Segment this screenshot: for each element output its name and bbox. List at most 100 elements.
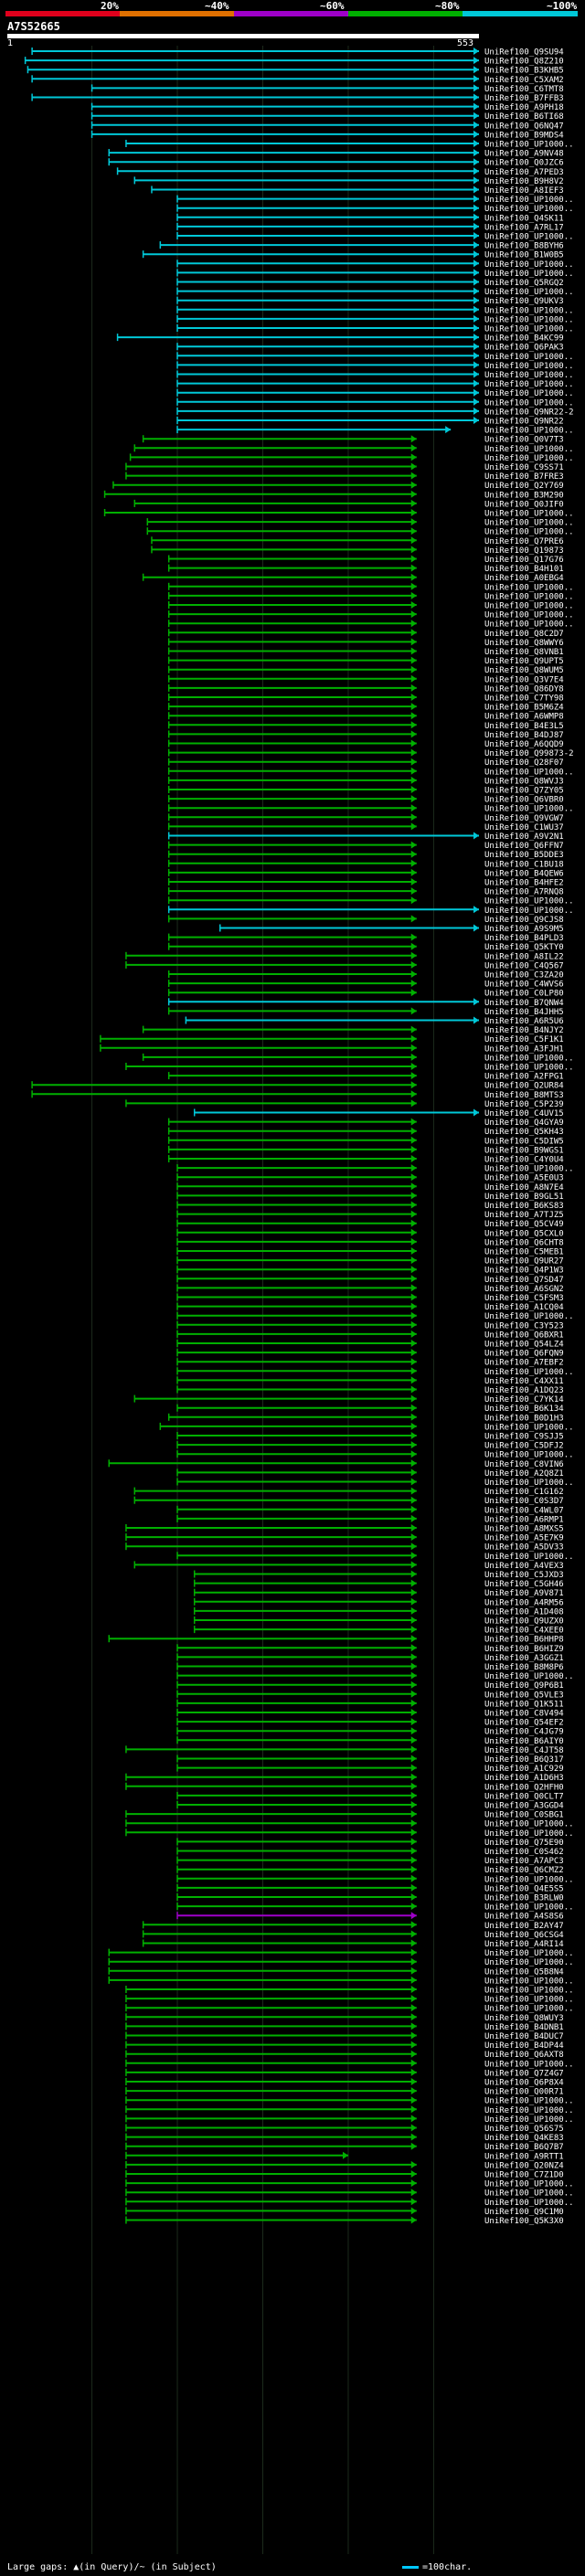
hit-label[interactable]: UniRef100_Q6FQN9 xyxy=(484,1350,564,1359)
hit-row[interactable]: UniRef100_UP1000.. xyxy=(125,2179,574,2189)
hit-row[interactable]: UniRef100_A7RL17 xyxy=(176,222,564,233)
hit-label[interactable]: UniRef100_Q99873-2 xyxy=(484,749,574,758)
hit-label[interactable]: UniRef100_UP1000.. xyxy=(484,1958,574,1967)
hit-row[interactable]: UniRef100_A4RI14 xyxy=(142,1939,564,1950)
hit-row[interactable]: UniRef100_C5GH46 xyxy=(193,1579,564,1590)
hit-label[interactable]: UniRef100_UP1000.. xyxy=(484,897,574,906)
hit-label[interactable]: UniRef100_C5XAM2 xyxy=(484,76,564,85)
hit-label[interactable]: UniRef100_Q8WUY3 xyxy=(484,2014,564,2023)
hit-label[interactable]: UniRef100_B4JHH5 xyxy=(484,1008,564,1017)
hit-label[interactable]: UniRef100_A1CQ04 xyxy=(484,1303,564,1312)
hit-label[interactable]: UniRef100_C5DFJ2 xyxy=(484,1442,564,1451)
hit-label[interactable]: UniRef100_Q00R71 xyxy=(484,2088,564,2097)
hit-row[interactable]: UniRef100_Q3V7E4 xyxy=(167,674,564,685)
hit-label[interactable]: UniRef100_UP1000.. xyxy=(484,528,574,537)
hit-label[interactable]: UniRef100_Q54LZ4 xyxy=(484,1341,564,1350)
hit-label[interactable]: UniRef100_A8IL22 xyxy=(484,952,564,961)
hit-label[interactable]: UniRef100_B6KS83 xyxy=(484,1202,564,1211)
hit-row[interactable]: UniRef100_C0SBG1 xyxy=(125,1810,564,1820)
hit-label[interactable]: UniRef100_UP1000.. xyxy=(484,906,574,916)
hit-label[interactable]: UniRef100_Q7Z4G7 xyxy=(484,2069,564,2078)
hit-label[interactable]: UniRef100_C4Y0U4 xyxy=(484,1156,564,1165)
hit-row[interactable]: UniRef100_B4NJY2 xyxy=(142,1025,564,1036)
hit-label[interactable]: UniRef100_UP1000.. xyxy=(484,2180,574,2189)
hit-row[interactable]: UniRef100_UP1000.. xyxy=(176,352,574,362)
hit-row[interactable]: UniRef100_Q7Z4G7 xyxy=(125,2068,564,2079)
hit-label[interactable]: UniRef100_C1G162 xyxy=(484,1488,564,1497)
hit-label[interactable]: UniRef100_Q5CXL0 xyxy=(484,1229,564,1238)
hit-row[interactable]: UniRef100_Q7PRE6 xyxy=(151,536,564,546)
hit-label[interactable]: UniRef100_Q3V7E4 xyxy=(484,675,564,684)
hit-label[interactable]: UniRef100_Q1K511 xyxy=(484,1700,564,1709)
hit-label[interactable]: UniRef100_B9GL51 xyxy=(484,1193,564,1202)
hit-label[interactable]: UniRef100_UP1000.. xyxy=(484,389,574,398)
hit-row[interactable]: UniRef100_A8N7E4 xyxy=(176,1182,564,1193)
hit-label[interactable]: UniRef100_C0S3D7 xyxy=(484,1497,564,1506)
hit-label[interactable]: UniRef100_C5P239 xyxy=(484,1100,564,1109)
hit-label[interactable]: UniRef100_A2Q8Z1 xyxy=(484,1469,564,1479)
hit-label[interactable]: UniRef100_Q6NQ47 xyxy=(484,122,564,131)
hit-label[interactable]: UniRef100_C4WVS6 xyxy=(484,981,564,990)
hit-label[interactable]: UniRef100_Q75E90 xyxy=(484,1839,564,1848)
hit-row[interactable]: UniRef100_C4XEE0 xyxy=(193,1626,564,1636)
hit-row[interactable]: UniRef100_C9SJJ5 xyxy=(176,1432,564,1442)
hit-row[interactable]: UniRef100_Q6CHT8 xyxy=(176,1237,564,1248)
hit-row[interactable]: UniRef100_UP1000.. xyxy=(176,1552,574,1562)
hit-label[interactable]: UniRef100_Q0CLT7 xyxy=(484,1792,564,1801)
hit-label[interactable]: UniRef100_Q9NR22-2 xyxy=(484,408,574,417)
hit-label[interactable]: UniRef100_Q28F07 xyxy=(484,758,564,768)
hit-row[interactable]: UniRef100_B9WGS1 xyxy=(167,1145,564,1156)
hit-label[interactable]: UniRef100_UP1000.. xyxy=(484,1479,574,1488)
hit-row[interactable]: UniRef100_UP1000.. xyxy=(125,140,574,150)
hit-row[interactable]: UniRef100_Q5CXL0 xyxy=(176,1228,564,1239)
hit-row[interactable]: UniRef100_C5XAM2 xyxy=(31,75,564,85)
hit-row[interactable]: UniRef100_A3GGZ1 xyxy=(176,1653,564,1663)
hit-row[interactable]: UniRef100_B9MDS4 xyxy=(90,130,564,141)
hit-row[interactable]: UniRef100_Q0JZC6 xyxy=(108,158,564,168)
hit-row[interactable]: UniRef100_Q2UR84 xyxy=(31,1081,564,1091)
hit-row[interactable]: UniRef100_Q2HFH0 xyxy=(125,1782,564,1793)
hit-row[interactable]: UniRef100_C4JT58 xyxy=(125,1745,564,1755)
hit-label[interactable]: UniRef100_UP1000.. xyxy=(484,611,574,620)
hit-row[interactable]: UniRef100_A8MXS5 xyxy=(125,1524,564,1534)
hit-row[interactable]: UniRef100_UP1000.. xyxy=(176,305,574,316)
hit-label[interactable]: UniRef100_B4DNB1 xyxy=(484,2023,564,2032)
hit-label[interactable]: UniRef100_Q6FFN7 xyxy=(484,842,564,851)
hit-row[interactable]: UniRef100_B4DUC7 xyxy=(125,2031,564,2042)
hit-row[interactable]: UniRef100_B6HHP8 xyxy=(108,1635,564,1645)
hit-label[interactable]: UniRef100_UP1000.. xyxy=(484,353,574,362)
hit-row[interactable]: UniRef100_UP1000.. xyxy=(176,1671,574,1682)
hit-row[interactable]: UniRef100_C4JG79 xyxy=(176,1727,564,1737)
hit-row[interactable]: UniRef100_A9V2N1 xyxy=(167,832,564,843)
hit-row[interactable]: UniRef100_UP1000.. xyxy=(146,527,574,537)
hit-row[interactable]: UniRef100_B6AIY0 xyxy=(176,1736,564,1746)
hit-label[interactable]: UniRef100_UP1000.. xyxy=(484,1977,574,1986)
hit-label[interactable]: UniRef100_A9V871 xyxy=(484,1589,564,1598)
hit-label[interactable]: UniRef100_B6TI68 xyxy=(484,112,564,122)
hit-label[interactable]: UniRef100_Q0JZC6 xyxy=(484,159,564,168)
hit-row[interactable]: UniRef100_B4HFE2 xyxy=(167,878,564,888)
hit-row[interactable]: UniRef100_A4VEX3 xyxy=(133,1561,564,1571)
hit-label[interactable]: UniRef100_B4PLD3 xyxy=(484,934,564,943)
hit-row[interactable]: UniRef100_A7APC3 xyxy=(176,1856,564,1867)
hit-label[interactable]: UniRef100_C4JG79 xyxy=(484,1728,564,1737)
hit-row[interactable]: UniRef100_A7TJZ5 xyxy=(176,1210,564,1221)
hit-row[interactable]: UniRef100_Q5KTY0 xyxy=(167,942,564,953)
hit-label[interactable]: UniRef100_C9SJJ5 xyxy=(484,1433,564,1442)
hit-label[interactable]: UniRef100_UP1000.. xyxy=(484,260,574,270)
hit-label[interactable]: UniRef100_B8MTS3 xyxy=(484,1091,564,1100)
hit-label[interactable]: UniRef100_Q6PAK3 xyxy=(484,344,564,353)
hit-row[interactable]: UniRef100_UP1000.. xyxy=(125,2059,574,2070)
hit-label[interactable]: UniRef100_C9SS71 xyxy=(484,463,564,472)
hit-label[interactable]: UniRef100_C4Q567 xyxy=(484,961,564,970)
hit-label[interactable]: UniRef100_A7APC3 xyxy=(484,1857,564,1866)
hit-row[interactable]: UniRef100_Q6NQ47 xyxy=(90,121,564,132)
hit-label[interactable]: UniRef100_UP1000.. xyxy=(484,1987,574,1996)
hit-row[interactable]: UniRef100_UP1000.. xyxy=(176,370,574,381)
hit-row[interactable]: UniRef100_B7FRE3 xyxy=(125,472,564,482)
hit-row[interactable]: UniRef100_UP1000.. xyxy=(108,1976,574,1987)
hit-label[interactable]: UniRef100_A5E0U3 xyxy=(484,1174,564,1183)
hit-row[interactable]: UniRef100_UP1000.. xyxy=(167,601,574,611)
hit-row[interactable]: UniRef100_B8BYH6 xyxy=(159,241,564,251)
hit-row[interactable]: UniRef100_UP1000.. xyxy=(176,314,574,325)
